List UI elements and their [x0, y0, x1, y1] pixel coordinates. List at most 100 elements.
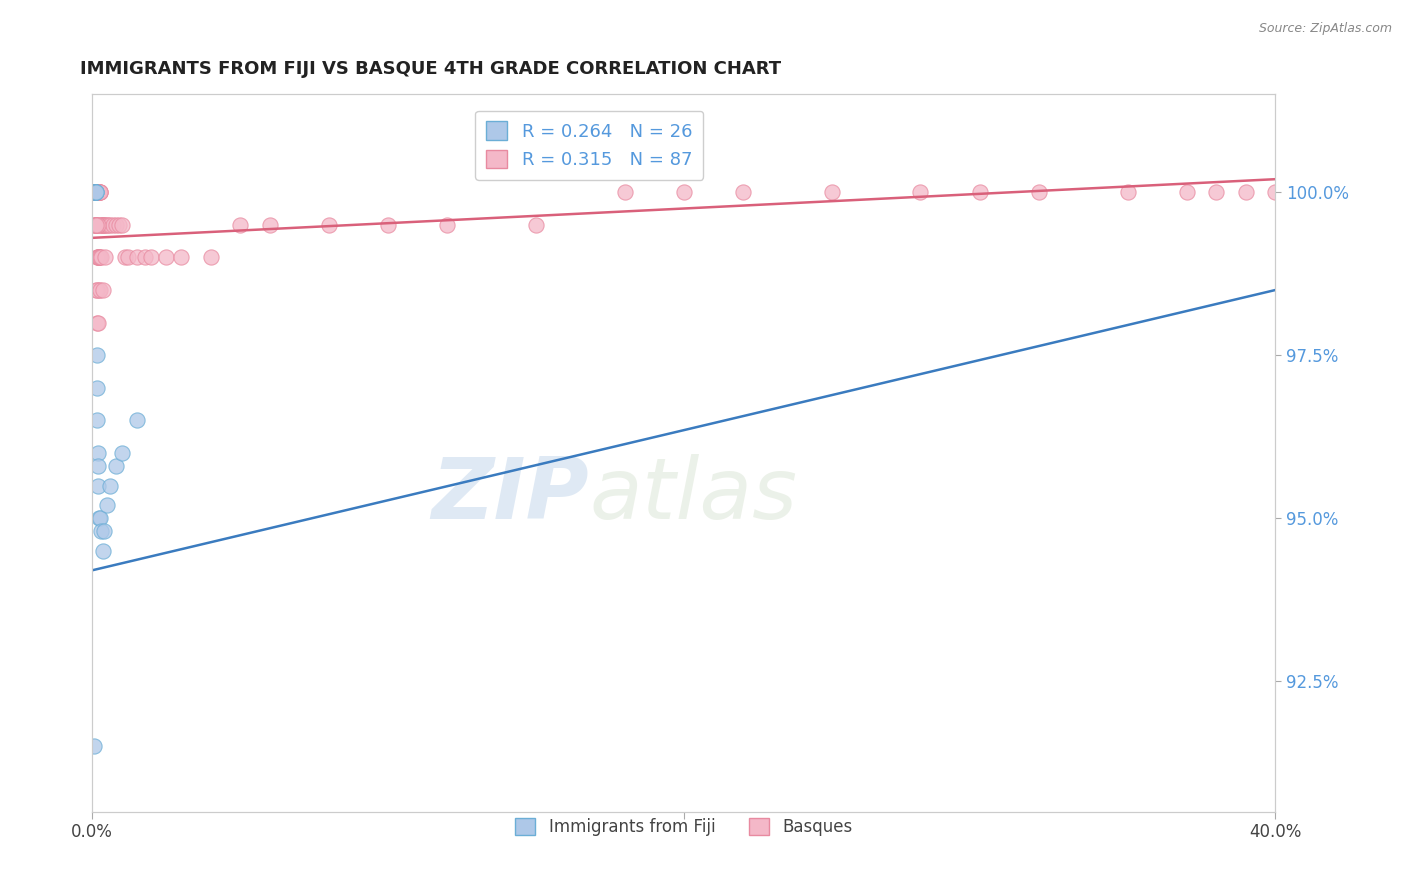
Point — [821, 185, 844, 199]
Point — [84, 218, 107, 232]
Point — [84, 185, 107, 199]
Point — [97, 218, 120, 232]
Point — [98, 218, 121, 232]
Point — [141, 251, 163, 265]
Point — [1175, 185, 1198, 199]
Point — [98, 478, 121, 492]
Point — [84, 185, 107, 199]
Point — [86, 251, 108, 265]
Point — [170, 251, 193, 265]
Point — [87, 251, 110, 265]
Point — [86, 218, 108, 232]
Point — [84, 185, 107, 199]
Point — [86, 185, 108, 199]
Point — [87, 251, 110, 265]
Point — [90, 524, 112, 539]
Point — [111, 218, 134, 232]
Point — [87, 251, 110, 265]
Point — [93, 524, 115, 539]
Point — [86, 218, 108, 232]
Point — [86, 185, 108, 199]
Point — [86, 218, 108, 232]
Point — [87, 283, 110, 297]
Point — [86, 185, 108, 199]
Point — [89, 185, 111, 199]
Point — [1264, 185, 1286, 199]
Point — [84, 185, 107, 199]
Point — [89, 283, 111, 297]
Point — [86, 381, 108, 395]
Point — [86, 185, 108, 199]
Point — [86, 413, 108, 427]
Point — [87, 478, 110, 492]
Text: ZIP: ZIP — [432, 455, 589, 538]
Point — [731, 185, 754, 199]
Point — [86, 316, 108, 330]
Point — [87, 511, 110, 525]
Point — [87, 185, 110, 199]
Point — [84, 185, 107, 199]
Point — [89, 251, 111, 265]
Point — [86, 348, 108, 362]
Point — [94, 251, 117, 265]
Point — [672, 185, 695, 199]
Point — [86, 283, 108, 297]
Point — [84, 185, 107, 199]
Point — [111, 446, 134, 460]
Point — [259, 218, 281, 232]
Point — [104, 218, 127, 232]
Point — [1234, 185, 1257, 199]
Point — [84, 185, 107, 199]
Point — [125, 251, 148, 265]
Point — [89, 185, 111, 199]
Point — [83, 185, 105, 199]
Point — [83, 185, 105, 199]
Point — [83, 185, 105, 199]
Point — [87, 185, 110, 199]
Point — [436, 218, 458, 232]
Point — [94, 218, 117, 232]
Point — [318, 218, 340, 232]
Point — [155, 251, 177, 265]
Point — [969, 185, 991, 199]
Point — [125, 413, 148, 427]
Point — [613, 185, 636, 199]
Point — [93, 218, 115, 232]
Point — [107, 218, 129, 232]
Point — [90, 218, 112, 232]
Point — [87, 316, 110, 330]
Point — [101, 218, 124, 232]
Text: Source: ZipAtlas.com: Source: ZipAtlas.com — [1258, 22, 1392, 36]
Point — [86, 446, 108, 460]
Point — [1028, 185, 1050, 199]
Text: atlas: atlas — [589, 455, 797, 538]
Text: IMMIGRANTS FROM FIJI VS BASQUE 4TH GRADE CORRELATION CHART: IMMIGRANTS FROM FIJI VS BASQUE 4TH GRADE… — [80, 60, 782, 78]
Point — [86, 185, 108, 199]
Point — [86, 251, 108, 265]
Point — [83, 185, 105, 199]
Point — [89, 218, 111, 232]
Point — [83, 185, 105, 199]
Point — [96, 218, 118, 232]
Point — [83, 218, 105, 232]
Point — [117, 251, 139, 265]
Point — [1116, 185, 1139, 199]
Point — [910, 185, 932, 199]
Point — [229, 218, 252, 232]
Point — [82, 218, 104, 232]
Point — [83, 185, 105, 199]
Point — [87, 458, 110, 473]
Point — [86, 185, 108, 199]
Point — [89, 185, 111, 199]
Point — [87, 185, 110, 199]
Point — [91, 283, 114, 297]
Point — [200, 251, 222, 265]
Point — [89, 511, 111, 525]
Point — [524, 218, 547, 232]
Point — [87, 185, 110, 199]
Point — [86, 218, 108, 232]
Point — [377, 218, 399, 232]
Point — [93, 218, 115, 232]
Point — [114, 251, 136, 265]
Point — [84, 218, 107, 232]
